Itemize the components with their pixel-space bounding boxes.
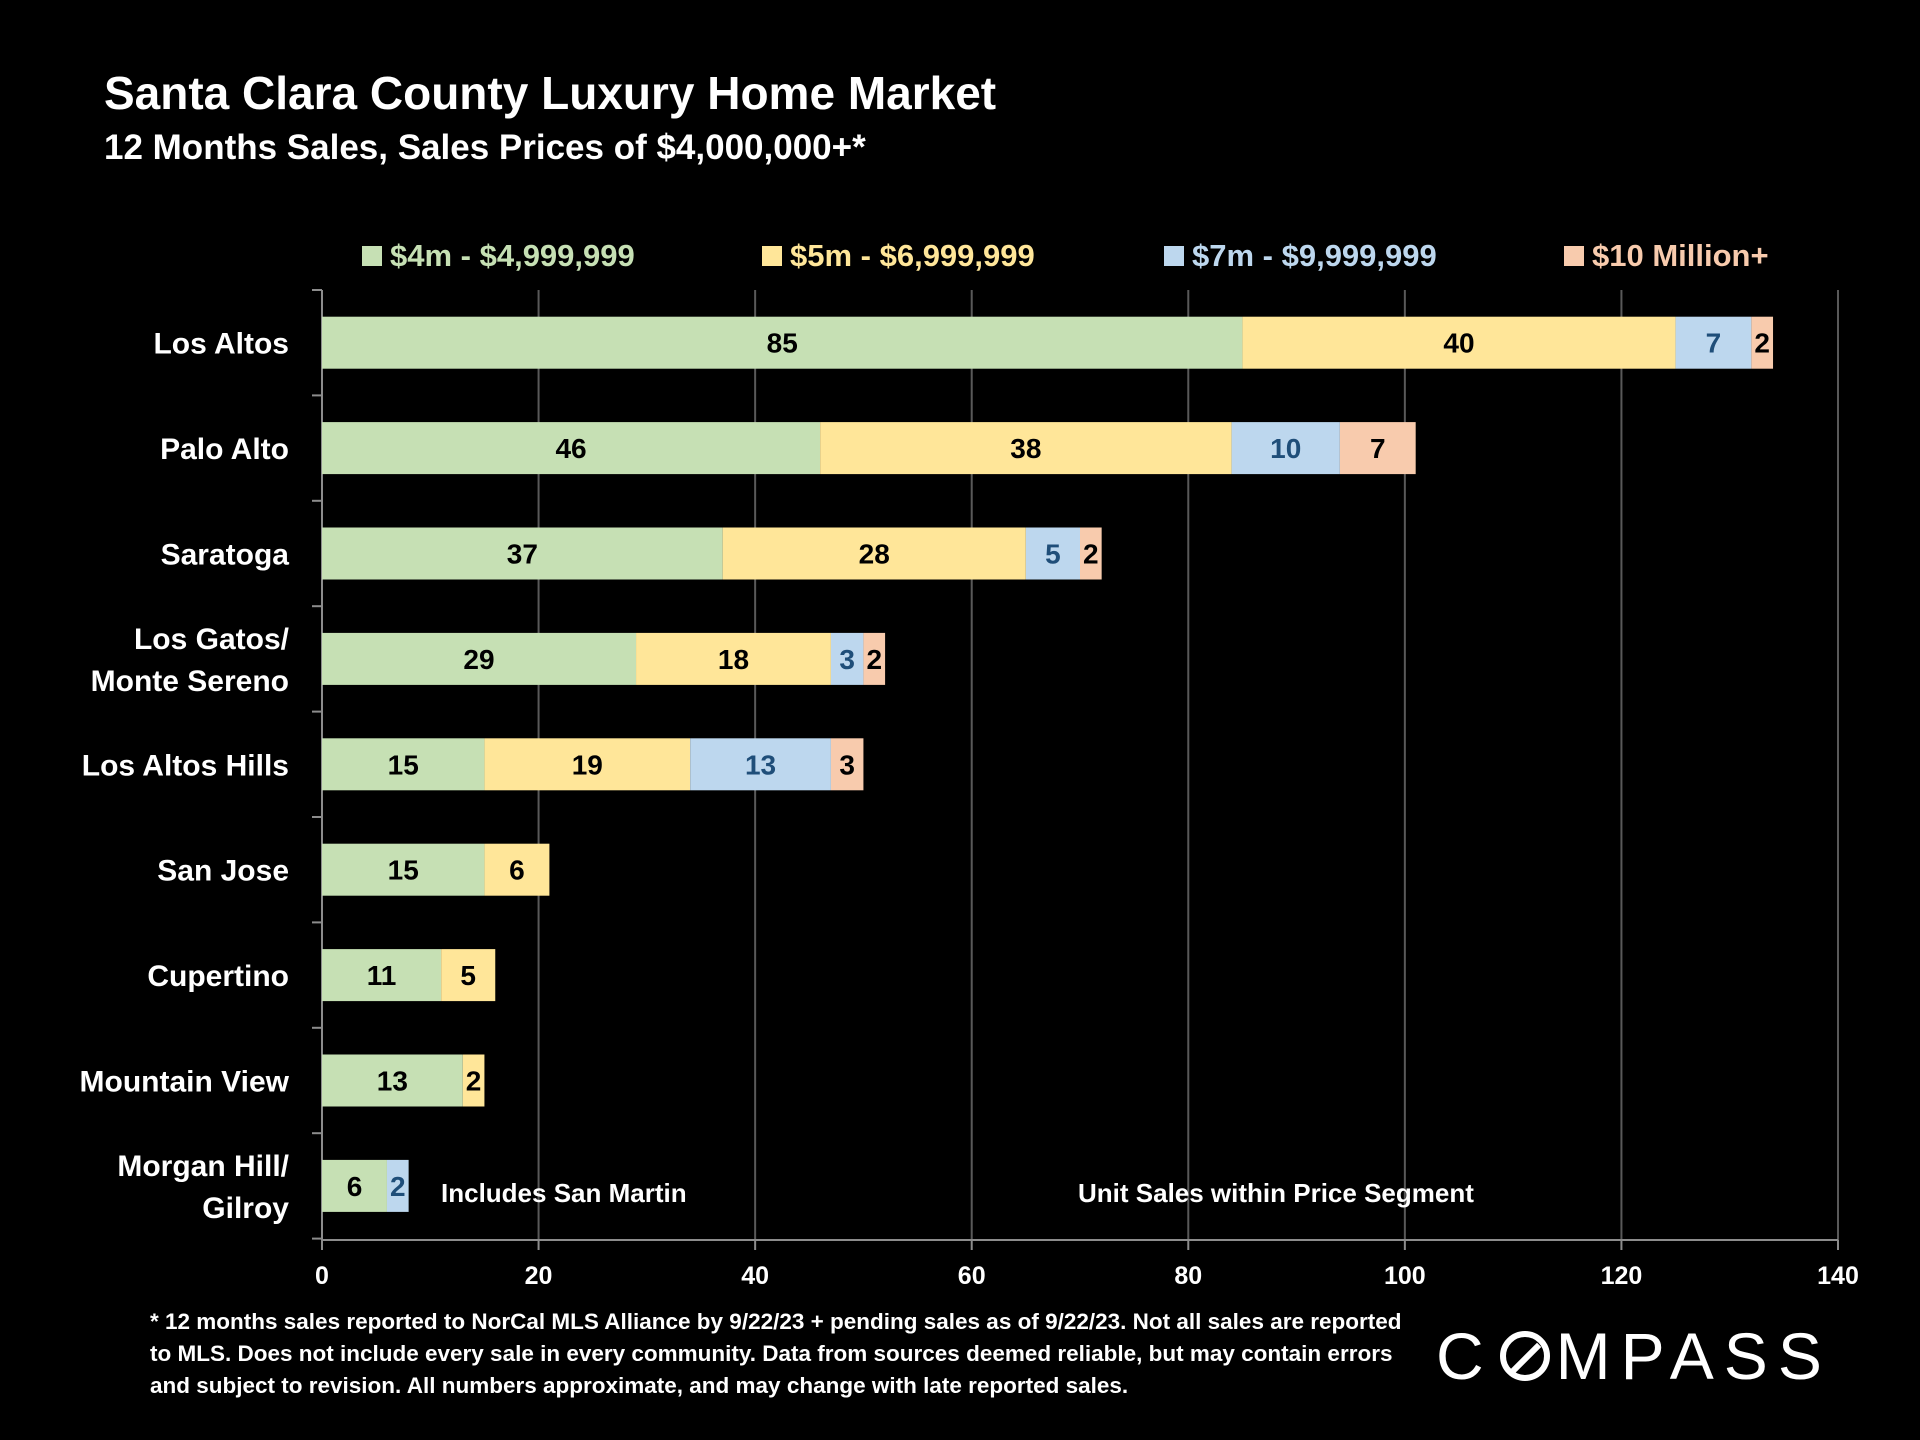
legend-label: $4m - $4,999,999	[390, 238, 635, 273]
x-tick-label: 60	[958, 1262, 986, 1290]
data-label: 7	[1370, 433, 1386, 464]
bar-segment	[386, 1159, 409, 1212]
data-label: 13	[745, 749, 776, 780]
bar-segment	[322, 632, 637, 685]
data-label: 2	[866, 644, 882, 675]
data-label: 2	[390, 1171, 406, 1202]
chart-subtitle: 12 Months Sales, Sales Prices of $4,000,…	[104, 128, 866, 167]
bar-segment	[322, 738, 485, 791]
data-label: 2	[1083, 539, 1099, 570]
data-label: 29	[463, 644, 494, 675]
data-label: 40	[1443, 328, 1474, 359]
bar-segment	[484, 843, 550, 896]
bar-segment	[484, 738, 691, 791]
x-tick-label: 40	[741, 1262, 769, 1290]
category-label: Los Gatos/Monte Sereno	[91, 623, 290, 698]
bar-segment	[322, 843, 485, 896]
data-label: 11	[367, 960, 397, 991]
category-label: Palo Alto	[160, 433, 289, 466]
data-label: 38	[1010, 433, 1041, 464]
data-label: 6	[509, 855, 525, 886]
category-label: Los Altos Hills	[82, 749, 289, 782]
data-label: 2	[1754, 328, 1770, 359]
x-tick-label: 0	[315, 1262, 329, 1290]
footnote: * 12 months sales reported to NorCal MLS…	[150, 1309, 1402, 1398]
x-tick-label: 20	[525, 1262, 553, 1290]
category-label: San Jose	[157, 855, 289, 888]
data-label: 19	[572, 749, 603, 780]
bar-segment	[863, 632, 886, 685]
data-label: 5	[460, 960, 476, 991]
bar-segment	[322, 527, 723, 580]
data-label: 5	[1045, 539, 1061, 570]
data-label: 37	[507, 539, 538, 570]
logo-text-start: C	[1436, 1319, 1494, 1393]
x-tick-label: 120	[1601, 1262, 1643, 1290]
annotation-unit-sales: Unit Sales within Price Segment	[1078, 1178, 1474, 1208]
x-tick-label: 100	[1384, 1262, 1426, 1290]
data-label: 3	[839, 749, 855, 780]
bar-segment	[1231, 422, 1340, 475]
bar-segment	[1339, 422, 1416, 475]
data-label: 6	[347, 1171, 363, 1202]
bar-segment	[1242, 316, 1676, 369]
bar-segment	[690, 738, 831, 791]
data-label: 2	[466, 1066, 482, 1097]
category-label: Mountain View	[80, 1066, 290, 1099]
logo-text-end: MPASS	[1555, 1319, 1832, 1393]
data-label: 3	[839, 644, 855, 675]
legend-swatch	[362, 246, 382, 266]
bar-segment	[441, 949, 496, 1002]
category-label: Cupertino	[147, 960, 289, 993]
legend-swatch	[1164, 246, 1184, 266]
bar-segment	[1025, 527, 1080, 580]
data-label: 7	[1706, 328, 1722, 359]
data-label: 18	[718, 644, 749, 675]
legend-label: $10 Million+	[1592, 238, 1769, 273]
data-label: 13	[377, 1066, 408, 1097]
bar-segment	[820, 422, 1232, 475]
legend-label: $5m - $6,999,999	[790, 238, 1035, 273]
category-label: Saratoga	[161, 539, 290, 572]
legend-swatch	[1564, 246, 1584, 266]
bar-segment	[322, 1054, 463, 1107]
category-label: Los Altos	[153, 328, 289, 361]
data-label: 15	[388, 855, 419, 886]
data-label: 28	[859, 539, 890, 570]
x-tick-label: 80	[1174, 1262, 1202, 1290]
bar-segment	[1080, 527, 1102, 580]
bar-segment	[1751, 316, 1774, 369]
bar-segment	[322, 949, 442, 1002]
bar-segment	[830, 738, 864, 791]
bar-segment	[1675, 316, 1752, 369]
stacked-bar-chart: 0 20 40 60 80 100 120 140 Los Altos Palo Alto Sara…	[80, 238, 1859, 1290]
data-label: 46	[555, 433, 586, 464]
bar-segment	[322, 422, 821, 475]
chart-title: Santa Clara County Luxury Home Market	[104, 67, 997, 119]
legend-label: $7m - $9,999,999	[1192, 238, 1437, 273]
bar-segment	[722, 527, 1026, 580]
data-label: 10	[1270, 433, 1301, 464]
data-label: 15	[388, 749, 419, 780]
category-label: Morgan Hill/Gilroy	[117, 1150, 289, 1225]
annotation-includes-san-martin: Includes San Martin	[441, 1178, 687, 1208]
bar-segment	[830, 632, 864, 685]
data-label: 85	[767, 328, 798, 359]
bar-segment	[322, 316, 1243, 369]
bar-segment	[462, 1054, 485, 1107]
compass-o-icon	[1499, 1331, 1550, 1381]
legend-swatch	[762, 246, 782, 266]
bar-segment	[322, 1159, 387, 1212]
compass-logo: C MPASS	[1436, 1318, 1832, 1394]
bar-segment	[636, 632, 831, 685]
x-tick-label: 140	[1817, 1262, 1859, 1290]
